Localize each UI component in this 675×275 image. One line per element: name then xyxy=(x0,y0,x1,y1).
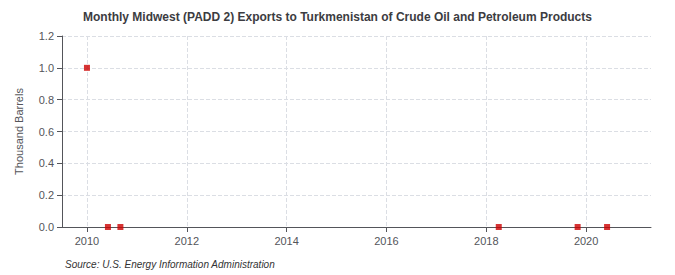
svg-text:0.8: 0.8 xyxy=(39,94,54,106)
svg-text:2014: 2014 xyxy=(274,235,298,247)
svg-text:2016: 2016 xyxy=(374,235,398,247)
svg-text:1.0: 1.0 xyxy=(39,62,54,74)
svg-text:2018: 2018 xyxy=(474,235,498,247)
svg-text:2020: 2020 xyxy=(574,235,598,247)
svg-text:0.2: 0.2 xyxy=(39,189,54,201)
svg-text:Thousand Barrels: Thousand Barrels xyxy=(13,88,25,175)
svg-text:Source: U.S. Energy Informatio: Source: U.S. Energy Information Administ… xyxy=(65,259,275,270)
svg-text:0.6: 0.6 xyxy=(39,126,54,138)
svg-text:1.2: 1.2 xyxy=(39,30,54,42)
svg-text:2010: 2010 xyxy=(75,235,99,247)
svg-text:0.4: 0.4 xyxy=(39,157,54,169)
svg-text:Monthly Midwest (PADD 2) Expor: Monthly Midwest (PADD 2) Exports to Turk… xyxy=(83,10,592,24)
svg-text:2012: 2012 xyxy=(175,235,199,247)
svg-text:0.0: 0.0 xyxy=(39,221,54,233)
